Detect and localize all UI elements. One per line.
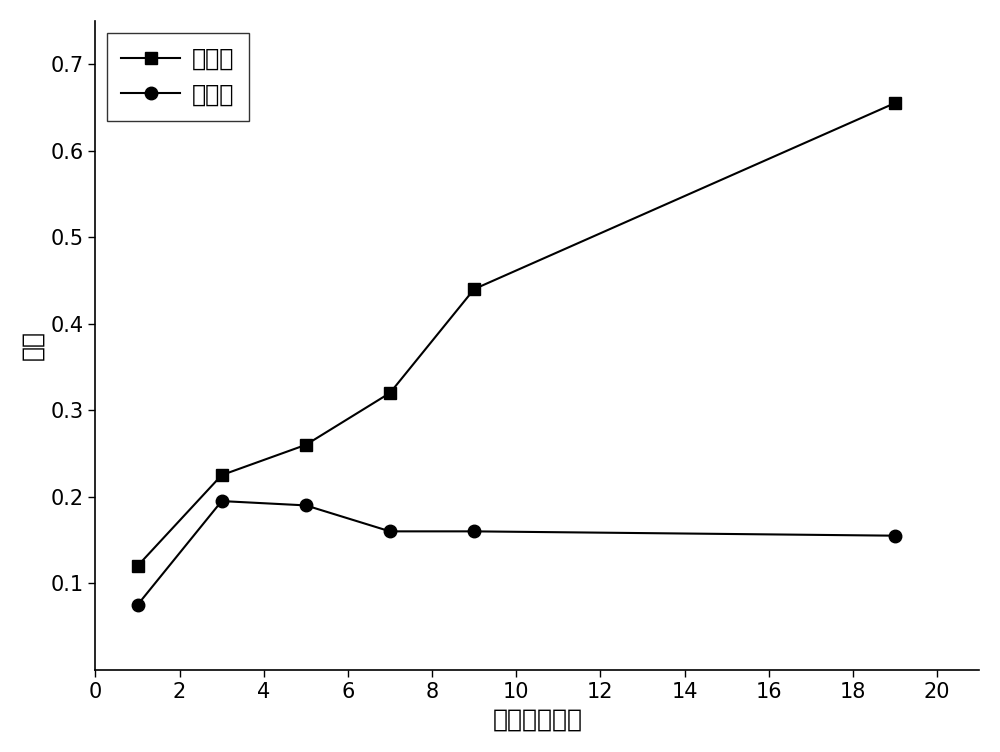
Legend: 诱变菌, 对照菌: 诱变菌, 对照菌 (107, 32, 249, 121)
Y-axis label: 对照: 对照 (21, 330, 45, 360)
Line: 诱变菌: 诱变菌 (131, 97, 901, 572)
X-axis label: 时间（小时）: 时间（小时） (492, 707, 582, 731)
对照菌 (889, 531, 901, 540)
对照菌 (132, 600, 144, 609)
诱变菌 (132, 562, 144, 571)
对照菌 (384, 527, 396, 536)
对照菌 (468, 527, 480, 536)
诱变菌 (300, 441, 312, 450)
诱变菌 (468, 284, 480, 293)
Line: 对照菌: 对照菌 (131, 495, 901, 611)
诱变菌 (216, 471, 228, 480)
对照菌 (300, 501, 312, 510)
诱变菌 (889, 99, 901, 108)
诱变菌 (384, 388, 396, 397)
对照菌 (216, 496, 228, 505)
